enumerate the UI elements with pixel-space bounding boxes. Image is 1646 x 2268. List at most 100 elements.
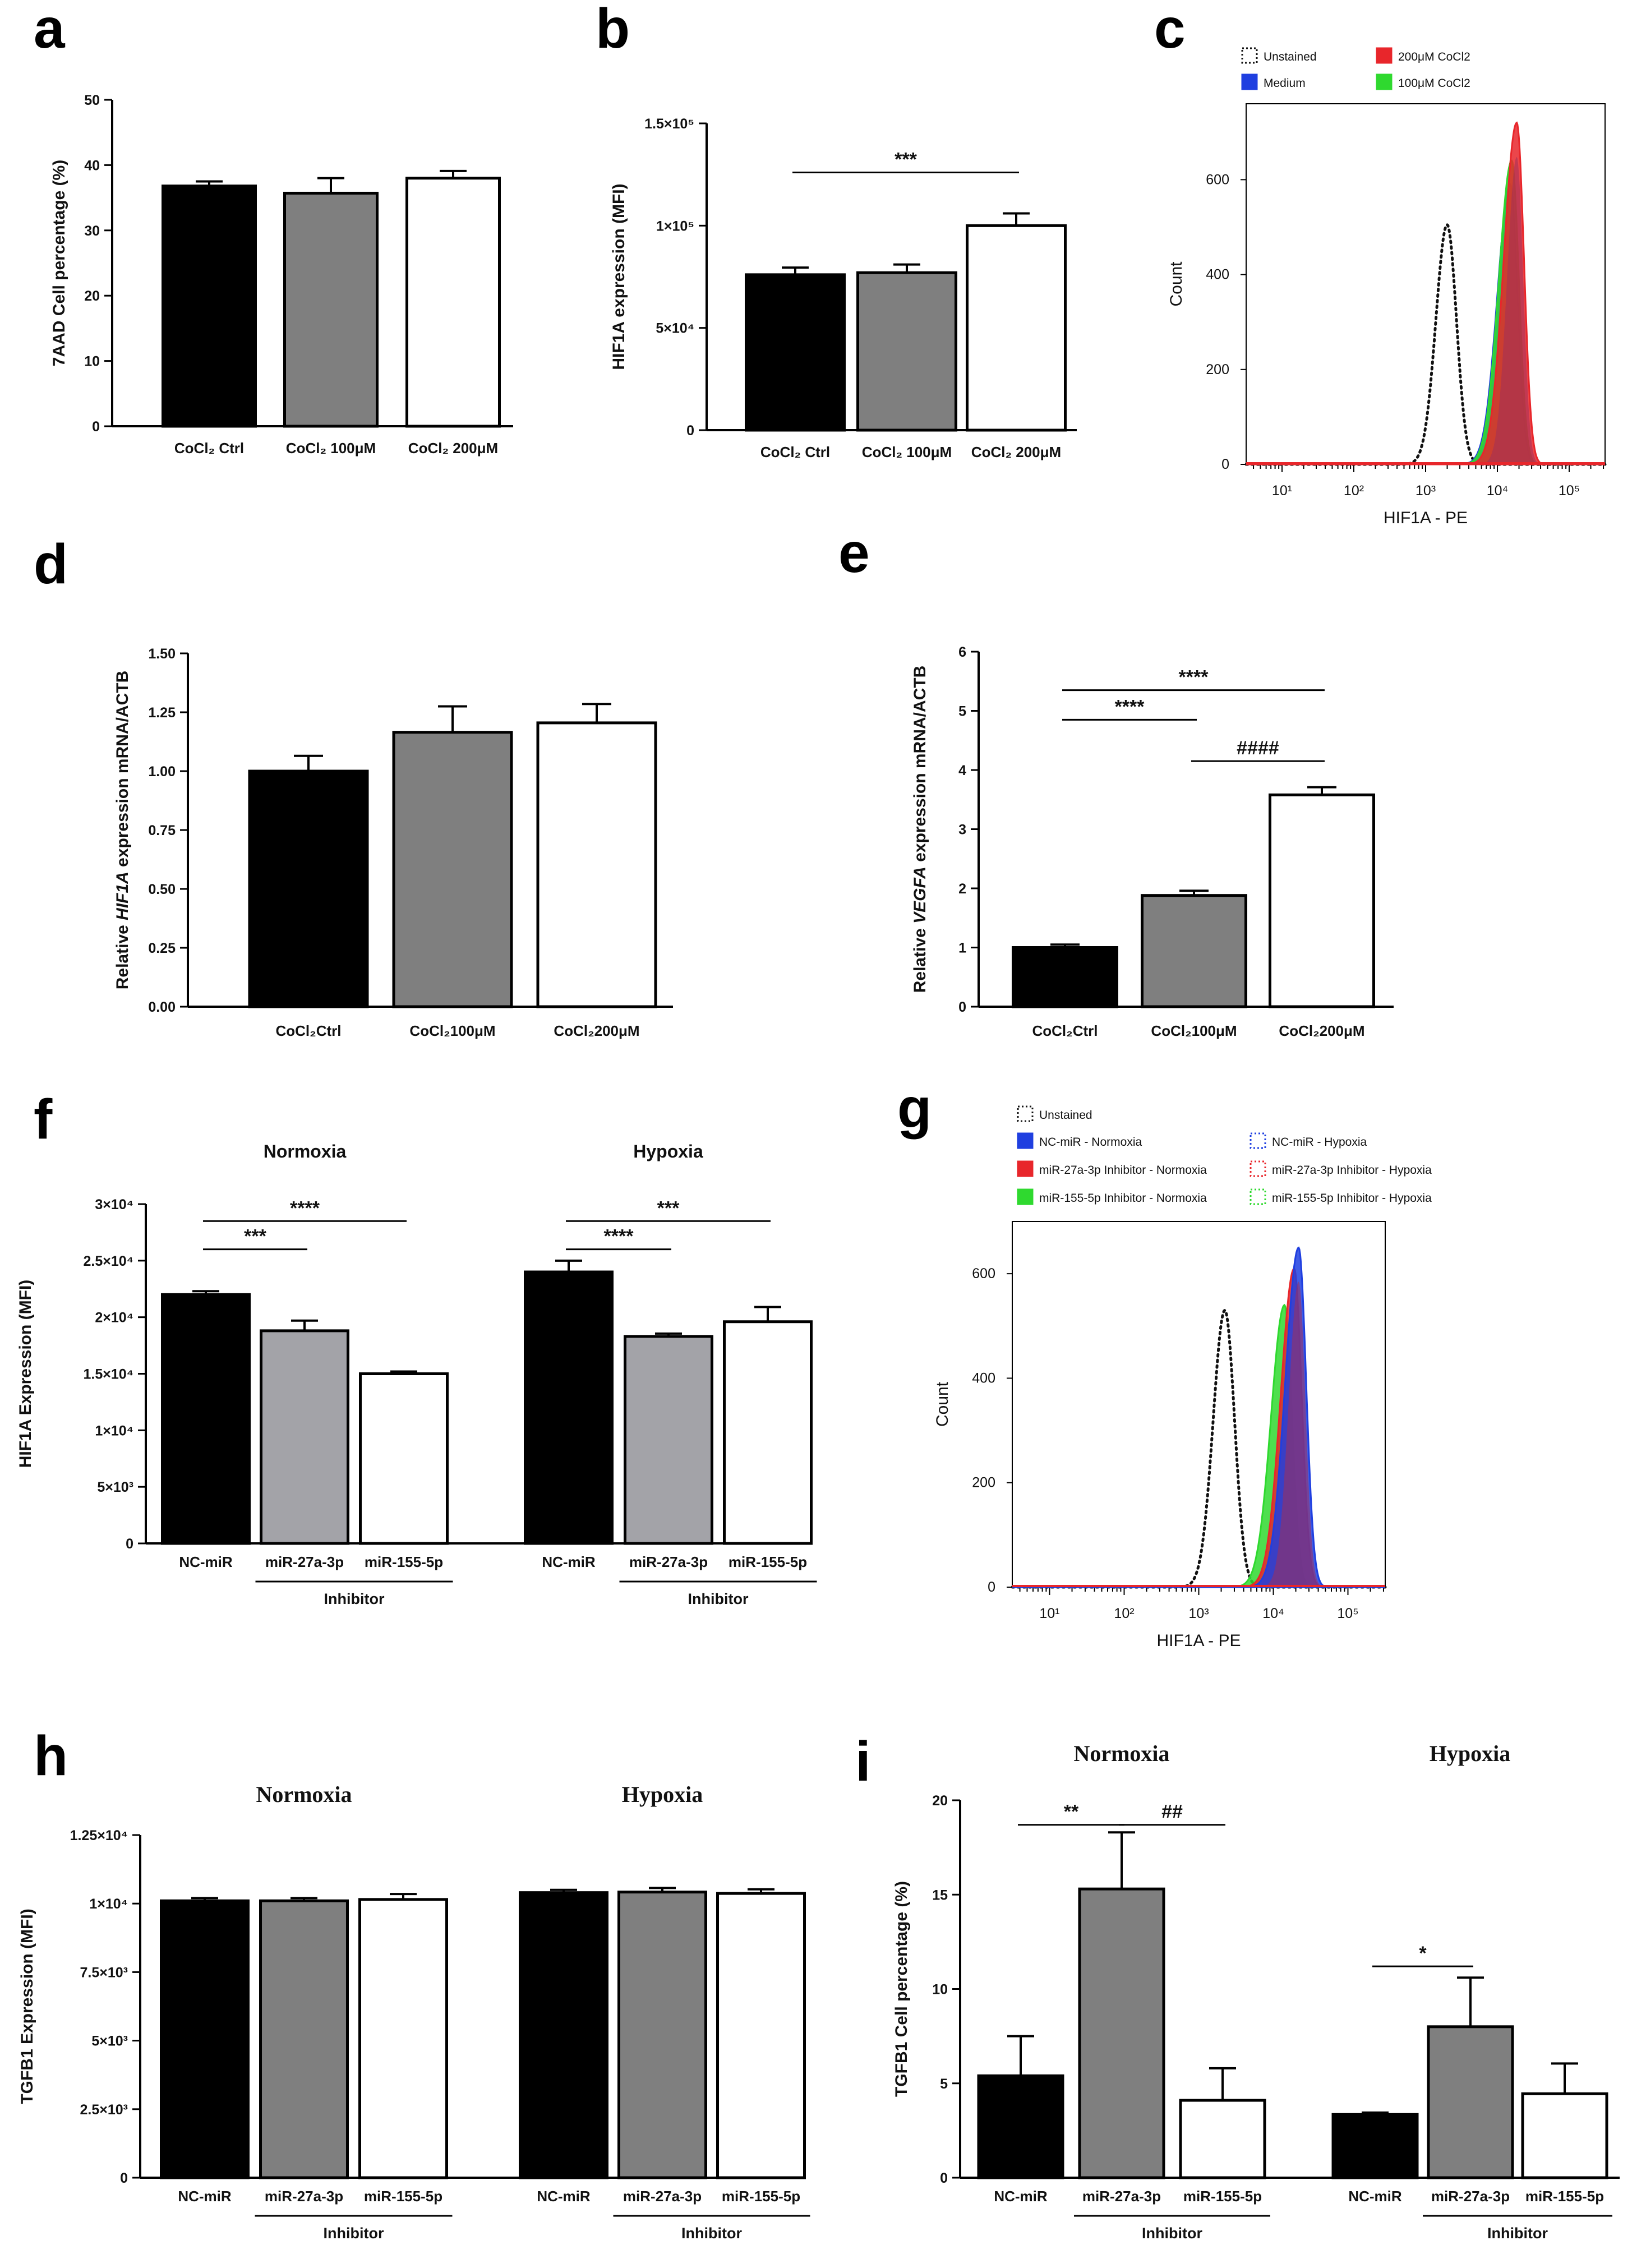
legend-swatch <box>1017 1132 1034 1149</box>
hypoxia-bar-0 <box>1331 2113 1419 2179</box>
panel-a: 0 10 20 30 40 50 7AAD Cell percentage (%) CoCl₂… <box>50 93 513 457</box>
y-axis-label: Count <box>933 1381 952 1427</box>
x-category-label: miR-27a-3p <box>629 1554 708 1570</box>
y-axis-label: 7AAD Cell percentage (%) <box>50 160 68 366</box>
x-tick-label: 10¹ <box>1272 483 1292 499</box>
y-tick-label: 200 <box>1206 362 1229 377</box>
x-tick-label: 10² <box>1344 483 1364 499</box>
y-axis-label: TGFB1 Cell percentage (%) <box>892 1881 911 2097</box>
group-title: Hypoxia <box>1430 1741 1510 1766</box>
y-axis-label-part: Relative <box>113 920 132 989</box>
legend-swatch <box>1241 47 1258 64</box>
significance-marker: *** <box>657 1197 680 1219</box>
panel-h: 0 2.5×10³ 5×10³ 7.5×10³ 1×10⁴ 1.25×10⁴ TGFB1 E… <box>18 1782 810 2242</box>
y-tick-label: 1×10⁵ <box>656 218 694 234</box>
bar-2 <box>405 177 501 428</box>
significance-marker: **** <box>604 1226 634 1247</box>
y-tick-label: 1×10⁴ <box>89 1896 128 1912</box>
hypoxia-bar-2 <box>716 1892 806 2179</box>
legend-swatch <box>1250 1160 1266 1177</box>
y-tick-label: 0.75 <box>148 823 176 838</box>
x-axis-label: HIF1A - PE <box>1156 1631 1241 1650</box>
y-tick-label: 3 <box>958 822 966 838</box>
legend-swatch <box>1017 1105 1034 1122</box>
x-category-label: miR-155-5p <box>729 1554 807 1570</box>
y-tick-label: 4 <box>958 763 966 778</box>
y-tick-label: 1.50 <box>148 646 176 662</box>
normoxia-bar-1 <box>260 1329 349 1545</box>
hypoxia-bar-2 <box>723 1320 813 1545</box>
x-category-label: NC-miR <box>537 2188 591 2205</box>
hypoxia-bar-0 <box>524 1270 614 1545</box>
x-category-label: miR-155-5p <box>364 2188 442 2205</box>
x-category-label: CoCl₂ Ctrl <box>760 444 830 460</box>
legend-label: Unstained <box>1039 1109 1092 1122</box>
hypoxia-bar-0 <box>519 1891 608 2179</box>
y-tick-label: 5×10³ <box>91 2034 128 2049</box>
y-tick-label: 600 <box>972 1266 995 1281</box>
x-axis-label: HIF1A - PE <box>1384 509 1468 527</box>
histogram-overlap <box>1012 1281 1385 1587</box>
y-tick-label: 400 <box>972 1370 995 1386</box>
histogram-mir-27a-3p-inhibitor-normoxia <box>1012 1267 1385 1588</box>
significance-marker: *** <box>895 149 917 170</box>
hypoxia-bar-1 <box>617 1891 707 2179</box>
inhibitor-label: Inhibitor <box>688 1591 749 1607</box>
x-category-label: CoCl₂ 100μM <box>286 440 376 457</box>
legend-swatch <box>1017 1188 1034 1205</box>
x-category-label: miR-155-5p <box>365 1554 443 1570</box>
y-tick-label: 400 <box>1206 267 1229 283</box>
hypoxia-bar-1 <box>1427 2025 1514 2179</box>
y-tick-label: 20 <box>932 1793 948 1809</box>
x-category-label: NC-miR <box>179 1554 233 1570</box>
panel-i: 0 5 10 15 20 TGFB1 Cell percentage (%) NC-miR m… <box>892 1741 1620 2242</box>
y-tick-label: 0 <box>686 423 694 439</box>
x-category-label: NC-miR <box>994 2188 1048 2205</box>
y-axis-label: TGFB1 Expression (MFI) <box>18 1909 36 2104</box>
x-tick-label: 10⁵ <box>1559 483 1580 499</box>
x-tick-label: 10² <box>1114 1606 1134 1621</box>
significance-marker: **** <box>1179 667 1209 688</box>
panel-label-h: h <box>34 1725 68 1787</box>
significance-marker: ## <box>1161 1801 1183 1823</box>
legend-label: miR-155-5p Inhibitor - Normoxia <box>1039 1192 1207 1205</box>
bar-1 <box>392 731 513 1008</box>
y-tick-label: 1 <box>958 941 966 956</box>
group-title: Normoxia <box>1073 1741 1169 1766</box>
y-tick-label: 2×10⁴ <box>95 1310 133 1326</box>
x-category-label: CoCl₂ Ctrl <box>174 440 244 457</box>
panel-d: 0.00 0.25 0.50 0.75 1.00 1.25 1.50 Relative HIF… <box>113 646 673 1039</box>
histogram-unstained <box>1011 1308 1387 1589</box>
x-category-label: miR-155-5p <box>1183 2188 1262 2205</box>
inhibitor-label: Inhibitor <box>1487 2225 1548 2242</box>
y-tick-label: 2.5×10⁴ <box>83 1253 133 1269</box>
x-category-label: miR-155-5p <box>1525 2188 1604 2205</box>
normoxia-bar-2 <box>359 1372 449 1545</box>
x-category-label: miR-27a-3p <box>623 2188 702 2205</box>
significance-marker: *** <box>244 1226 266 1247</box>
inhibitor-label: Inhibitor <box>681 2225 742 2242</box>
panel-f: 0 5×10³ 1×10⁴ 1.5×10⁴ 2×10⁴ 2.5×10⁴ 3×10⁴ HIF1A… <box>16 1141 817 1607</box>
panel-label-d: d <box>34 533 68 596</box>
y-tick-label: 1.00 <box>148 764 176 780</box>
panel-label-f: f <box>34 1088 53 1151</box>
histogram-overlap <box>1246 156 1605 464</box>
legend-label: NC-miR - Normoxia <box>1039 1136 1142 1149</box>
x-category-label: CoCl₂Ctrl <box>276 1022 342 1039</box>
y-tick-label: 2.5×10³ <box>80 2102 128 2118</box>
normoxia-bar-1 <box>259 1899 349 2179</box>
x-category-label: CoCl₂100μM <box>409 1022 495 1039</box>
x-tick-label: 10¹ <box>1039 1606 1059 1621</box>
panel-b: 0 5×10⁴ 1×10⁵ 1.5×10⁵ HIF1A expression (MFI)… <box>610 116 1077 460</box>
y-tick-label: 6 <box>958 644 966 660</box>
y-axis-label-part: Relative <box>911 924 929 993</box>
panel-label-i: i <box>855 1730 871 1793</box>
y-tick-label: 1.25 <box>148 705 176 721</box>
legend-swatch <box>1376 47 1393 64</box>
x-category-label: miR-27a-3p <box>1431 2188 1510 2205</box>
panel-labels: a b c d e f g h i <box>34 0 1186 1793</box>
plot-frame <box>1012 1221 1386 1588</box>
normoxia-bar-2 <box>358 1898 448 2179</box>
bar-1 <box>283 191 379 428</box>
